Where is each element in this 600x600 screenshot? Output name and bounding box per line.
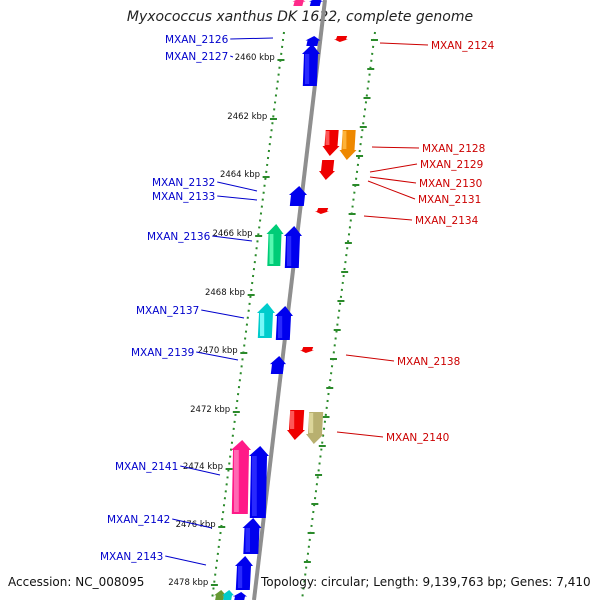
label-leader-line: [367, 180, 416, 200]
label-leader-line: [369, 176, 417, 184]
label-leader-line: [230, 37, 274, 40]
label-leader-line: [336, 431, 384, 438]
gene-label-right: MXAN_2129: [420, 159, 483, 171]
gene-arrow: [315, 208, 329, 214]
gene-highlight: [290, 411, 295, 429]
gene-label-left: MXAN_2143: [100, 551, 163, 563]
label-leader-line: [217, 195, 258, 201]
gene-highlight: [252, 456, 257, 516]
label-leader-line: [345, 354, 395, 362]
gene-arrow: [287, 410, 305, 440]
gene-highlight: [234, 450, 239, 512]
gene-label-right: MXAN_2130: [419, 178, 482, 190]
kbp-tick-label: 2476 kbp: [176, 520, 216, 530]
kbp-tick-label: 2470 kbp: [198, 346, 238, 356]
gene-arrow: [339, 130, 357, 160]
gene-arrow: [322, 130, 340, 156]
gene-label-right: MXAN_2138: [397, 356, 460, 368]
gene-arrow: [233, 592, 247, 600]
tick-marks-layer: 2460 kbp 2462 kbp 2464 kbp 2466 kbp 2468 kbp…: [168, 39, 378, 588]
label-leader-line: [363, 215, 413, 221]
kbp-tick-label: 2478 kbp: [168, 578, 208, 588]
gene-arrow: [222, 590, 234, 600]
gene-label-left: MXAN_2126: [165, 34, 229, 46]
gene-arrow: [270, 356, 286, 374]
gene-label-left: MXAN_2127: [165, 51, 228, 63]
kbp-tick-label: 2466 kbp: [212, 229, 252, 239]
gene-highlight: [325, 131, 330, 145]
gene-label-right: MXAN_2128: [422, 143, 485, 155]
kbp-tick-label: 2474 kbp: [183, 462, 223, 472]
left-dotted-track: [211, 31, 285, 600]
gene-highlight: [269, 234, 274, 264]
gene-highlight: [287, 236, 292, 266]
kbp-tick-label: 2472 kbp: [190, 405, 230, 415]
gene-highlight: [305, 54, 310, 84]
gene-label-left: MXAN_2142: [107, 514, 170, 526]
gene-highlight: [342, 131, 347, 149]
gene-arrow: [309, 0, 323, 6]
accession-text: Accession: NC_008095: [8, 575, 145, 589]
gene-arrow: [266, 224, 284, 266]
gene-highlight: [309, 413, 314, 433]
right-dotted-track: [301, 31, 376, 600]
label-leader-line: [165, 555, 207, 566]
gene-arrow: [319, 160, 335, 180]
kbp-tick-label: 2468 kbp: [205, 288, 245, 298]
gene-arrow: [214, 590, 226, 600]
label-leader-line: [180, 465, 221, 476]
label-leader-line: [196, 351, 239, 361]
gene-arrow: [334, 36, 348, 42]
gene-arrow: [275, 306, 293, 340]
gene-label-left: MXAN_2141: [115, 461, 178, 473]
gene-label-left: MXAN_2132: [152, 177, 215, 189]
gene-label-right: MXAN_2140: [386, 432, 449, 444]
gene-label-left: MXAN_2136: [147, 231, 211, 243]
label-leader-line: [172, 518, 213, 529]
gene-highlight: [245, 528, 250, 552]
gene-arrow: [300, 347, 314, 353]
label-leader-line: [369, 163, 418, 173]
gene-arrow: [257, 303, 275, 338]
label-leader-line: [379, 42, 429, 46]
gene-label-left: MXAN_2137: [136, 305, 199, 317]
gene-highlight: [278, 316, 283, 338]
gene-highlight: [238, 566, 243, 588]
gene-arrow: [306, 412, 324, 444]
gene-label-right: MXAN_2124: [431, 40, 495, 52]
label-leader-line: [212, 235, 253, 242]
label-leader-line: [201, 309, 245, 319]
kbp-tick-label: 2460 kbp: [235, 53, 275, 63]
kbp-tick-label: 2464 kbp: [220, 170, 260, 180]
label-leader-line: [371, 146, 420, 149]
topology-text: Topology: circular; Length: 9,139,763 bp…: [261, 575, 591, 589]
gene-arrow: [305, 36, 321, 46]
gene-label-left: MXAN_2139: [131, 347, 194, 359]
map-title: Myxococcus xanthus DK 1622, complete gen…: [126, 9, 474, 25]
label-leader-line: [217, 181, 258, 192]
gene-arrow: [292, 0, 306, 6]
gene-arrow: [235, 556, 253, 590]
gene-label-left: MXAN_2133: [152, 191, 215, 203]
gene-label-right: MXAN_2131: [418, 194, 481, 206]
labels-layer: MXAN_2126 MXAN_2127 MXAN_2132 MXAN_2133 MXAN…: [100, 34, 495, 563]
gene-label-right: MXAN_2134: [415, 215, 479, 227]
kbp-tick-label: 2462 kbp: [227, 112, 267, 122]
leader-lines-layer: [165, 37, 429, 566]
gene-arrow: [289, 186, 307, 206]
gene-highlight: [260, 313, 265, 336]
label-leader-line: [230, 55, 234, 58]
genes-layer: [214, 0, 357, 600]
